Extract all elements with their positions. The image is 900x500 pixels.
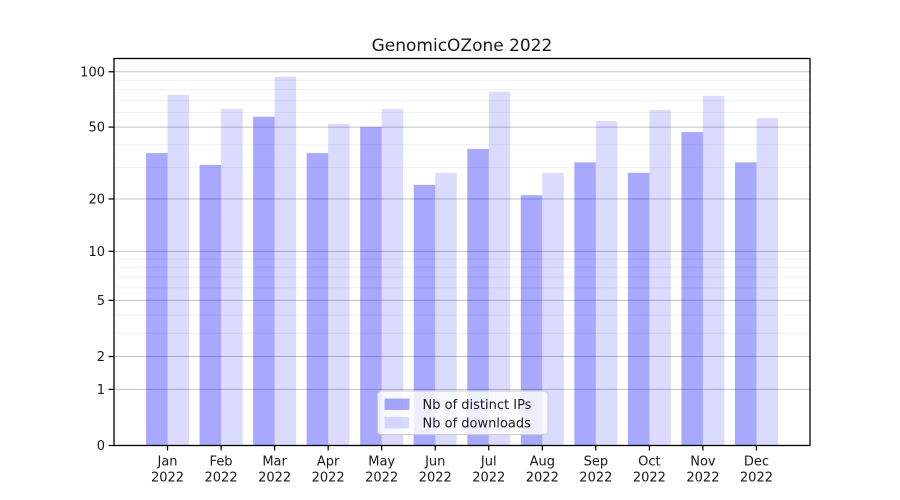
bar-downloads-dec <box>756 118 778 446</box>
legend-label: Nb of downloads <box>423 417 532 432</box>
bar-downloads-mar <box>274 76 297 446</box>
x-tick-label: Jan 2022 <box>151 455 184 486</box>
x-tick-label: Feb 2022 <box>205 455 238 486</box>
bar-distinct-ips-nov <box>681 132 703 446</box>
bar-distinct-ips-may <box>360 127 382 446</box>
legend-box <box>377 390 549 435</box>
bar-downloads-jan <box>167 94 190 446</box>
x-axis: Jan 2022 Feb 2022 Mar 2022 Apr 2022 May 2022 Jun 20… <box>151 445 773 486</box>
bar-distinct-ips-aug <box>520 195 543 446</box>
x-tick-label: Jun 2022 <box>419 455 452 486</box>
bar-distinct-ips-jan <box>146 153 168 446</box>
x-tick-label: Mar 2022 <box>258 455 291 486</box>
legend: Nb of distinct IPs Nb of downloads <box>377 390 549 435</box>
bar-distinct-ips-oct <box>627 172 650 446</box>
bar-downloads-sep <box>595 120 618 446</box>
bar-distinct-ips-dec <box>734 162 757 446</box>
y-tick-label: 1 <box>97 383 105 398</box>
bar-downloads-may <box>381 108 404 446</box>
bar-downloads-apr <box>328 123 350 446</box>
legend-label: Nb of distinct IPs <box>423 398 532 413</box>
bars-group <box>146 76 778 446</box>
y-tick-label: 10 <box>88 245 105 260</box>
bar-distinct-ips-mar <box>253 116 275 446</box>
legend-swatch-distinct-ips <box>384 398 410 410</box>
x-tick-label: Apr 2022 <box>312 455 345 486</box>
y-tick-label: 100 <box>80 65 105 80</box>
bar-downloads-jun <box>435 172 457 446</box>
x-tick-label: May 2022 <box>365 455 398 486</box>
bar-distinct-ips-apr <box>306 153 329 446</box>
bar-distinct-ips-feb <box>199 164 222 446</box>
bar-downloads-jul <box>488 91 511 446</box>
x-tick-label: Jul 2022 <box>472 455 505 486</box>
y-tick-label: 0 <box>97 439 105 454</box>
y-axis: 0 1 2 5 10 20 50 100 <box>80 65 114 454</box>
y-tick-label: 2 <box>97 350 105 365</box>
bar-downloads-aug <box>542 172 564 446</box>
bar-downloads-oct <box>649 110 671 446</box>
bar-distinct-ips-sep <box>574 162 596 446</box>
legend-swatch-downloads <box>384 417 410 429</box>
chart-title: GenomicOZone 2022 <box>372 36 553 56</box>
bar-downloads-feb <box>221 108 243 446</box>
gridlines-minor <box>114 79 810 334</box>
x-tick-label: Nov 2022 <box>686 455 719 486</box>
bar-downloads-nov <box>702 95 725 446</box>
gridlines-major <box>114 71 810 390</box>
x-tick-label: Oct 2022 <box>633 455 666 486</box>
plot-border <box>113 57 811 447</box>
bar-distinct-ips-jun <box>413 184 436 446</box>
x-tick-label: Sep 2022 <box>579 455 612 486</box>
axes-spines <box>113 57 811 447</box>
y-tick-label: 20 <box>88 192 105 207</box>
x-tick-label: Dec 2022 <box>740 455 773 486</box>
y-tick-label: 5 <box>97 294 105 309</box>
bar-distinct-ips-jul <box>467 148 489 446</box>
y-tick-label: 50 <box>88 121 105 136</box>
x-tick-label: Aug 2022 <box>526 455 559 486</box>
